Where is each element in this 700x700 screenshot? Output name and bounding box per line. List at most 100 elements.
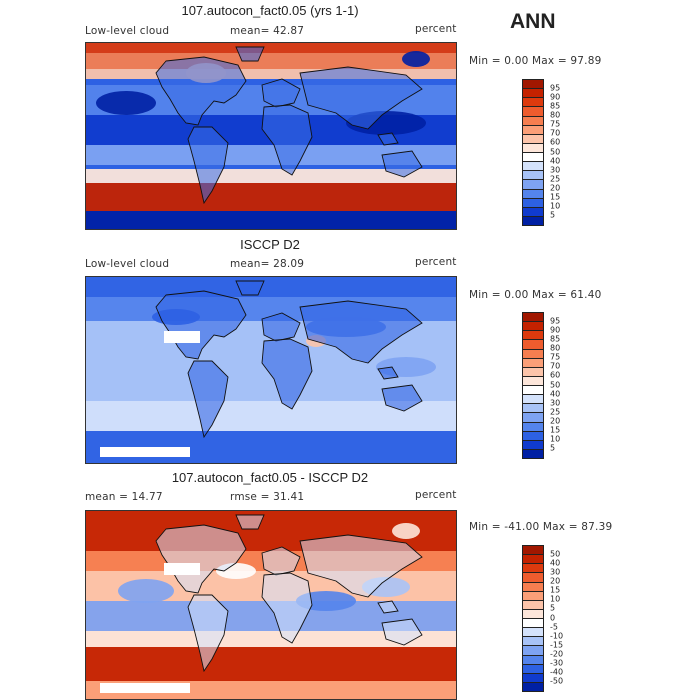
colorbar-swatch: [523, 682, 543, 691]
colorbar-swatch: [523, 413, 543, 423]
map-svg: [86, 511, 456, 699]
units-label: percent: [415, 489, 457, 501]
colorbar-swatch: [523, 143, 543, 153]
coastline: [187, 594, 229, 673]
field-blotch: [392, 523, 420, 539]
coastline: [261, 78, 301, 108]
colorbar-tick-label: 20: [550, 416, 561, 426]
coastline: [299, 300, 423, 364]
colorbar-tick-label: 20: [550, 576, 561, 586]
colorbar-tick-label: 85: [550, 101, 561, 111]
colorbar-tick-label: -40: [550, 667, 564, 677]
colorbar-tick-label: 15: [550, 585, 561, 595]
coastline: [261, 104, 313, 176]
colorbar-tick-label: -10: [550, 631, 564, 641]
colorbar-tick-label: 80: [550, 110, 561, 120]
field-band: [86, 53, 456, 69]
colorbar-tick-label: -20: [550, 649, 564, 659]
field-band: [86, 69, 456, 79]
colorbar-tick-label: 20: [550, 183, 561, 193]
colorbar-tick-label: 85: [550, 334, 561, 344]
colorbar-tick-label: 40: [550, 156, 561, 166]
colorbar-tick-label: 75: [550, 119, 561, 129]
colorbar-swatch: [523, 358, 543, 368]
season-label: ANN: [510, 10, 556, 33]
colorbar-tick-label: 60: [550, 137, 561, 147]
colorbar-tick-label: 25: [550, 407, 561, 417]
colorbar-swatch: [523, 367, 543, 377]
coastline: [155, 56, 247, 126]
colorbar-swatch: [523, 180, 543, 190]
colorbar-swatch: [523, 664, 543, 674]
panel-title: ISCCP D2: [240, 237, 300, 252]
colorbar-tick-label: 80: [550, 343, 561, 353]
colorbar-tick-label: 10: [550, 594, 561, 604]
colorbar-swatch: [523, 600, 543, 610]
colorbar-tick-label: 25: [550, 174, 561, 184]
colorbar-swatch: [523, 546, 543, 556]
coastline: [299, 534, 423, 598]
coastline: [377, 600, 399, 614]
field-band: [86, 43, 456, 53]
colorbar-tick-label: 95: [550, 83, 561, 93]
colorbar-swatch: [523, 171, 543, 181]
map-diff: [85, 510, 457, 700]
colorbar-swatch: [523, 404, 543, 414]
variable-label: Low-level cloud: [85, 258, 170, 270]
colorbar-swatch: [523, 582, 543, 592]
colorbar-tick-label: 90: [550, 92, 561, 102]
colorbar-tick-label: 50: [550, 549, 561, 559]
colorbar-swatch: [523, 564, 543, 574]
minmax-label: Min = -41.00 Max = 87.39: [469, 521, 613, 533]
field-band: [86, 183, 456, 211]
coastline: [381, 618, 423, 646]
map-model: [85, 42, 457, 230]
colorbar-tick-label: 10: [550, 201, 561, 211]
coastline: [235, 514, 265, 530]
field-band: [86, 145, 456, 165]
missing-data-patch: [164, 563, 200, 575]
field-blotch: [96, 91, 156, 115]
colorbar-swatch: [523, 431, 543, 441]
missing-data-patch: [100, 683, 190, 693]
coastline: [381, 150, 423, 178]
colorbar-swatch: [523, 207, 543, 217]
colorbar-tick-label: 0: [550, 613, 556, 622]
minmax-label: Min = 0.00 Max = 97.89: [469, 55, 602, 67]
colorbar-swatch: [523, 134, 543, 144]
colorbar-tick-label: 40: [550, 558, 561, 568]
field-band: [86, 211, 456, 229]
colorbar-swatch: [523, 673, 543, 683]
colorbar-tick-label: 50: [550, 380, 561, 389]
colorbar-swatch: [523, 331, 543, 341]
coastline: [187, 126, 229, 205]
colorbar-swatch: [523, 646, 543, 656]
coastline: [377, 132, 399, 146]
coastline: [381, 384, 423, 412]
colorbar-tick-label: 30: [550, 567, 561, 577]
field-band: [86, 169, 456, 183]
coastline: [155, 524, 247, 594]
colorbar-swatch: [523, 386, 543, 396]
coastline: [299, 66, 423, 130]
coastline: [261, 572, 313, 644]
colorbar-swatch: [523, 555, 543, 565]
mean-label: mean= 28.09: [230, 258, 305, 270]
colorbar-swatch: [523, 98, 543, 108]
colorbar-swatch: [523, 313, 543, 323]
colorbar-swatch: [523, 125, 543, 135]
coastline: [261, 338, 313, 410]
mean-label: mean= 42.87: [230, 25, 305, 37]
colorbar-swatch: [523, 322, 543, 332]
colorbar-swatch: [523, 340, 543, 350]
colorbar-swatch: [523, 189, 543, 199]
colorbar-tick-label: 95: [550, 316, 561, 326]
field-band: [86, 277, 456, 297]
units-label: percent: [415, 23, 457, 35]
colorbar-tick-label: 90: [550, 325, 561, 335]
colorbar-model: [522, 79, 544, 226]
colorbar-tick-label: -30: [550, 658, 564, 668]
missing-data-patch: [164, 331, 200, 343]
panel-title: 107.autocon_fact0.05 - ISCCP D2: [171, 470, 369, 485]
colorbar-tick-label: 60: [550, 370, 561, 380]
